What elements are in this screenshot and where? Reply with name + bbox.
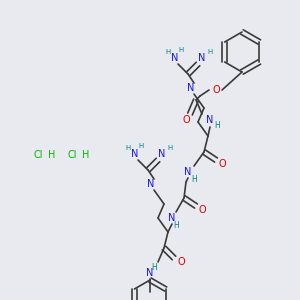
Text: H: H [165,49,171,55]
Text: N: N [184,167,192,177]
Text: H: H [48,150,56,160]
Text: H: H [138,143,144,149]
Text: H: H [191,176,197,184]
Text: O: O [198,205,206,215]
Text: N: N [206,115,214,125]
Text: Cl: Cl [33,150,43,160]
Text: H: H [82,150,90,160]
Text: N: N [168,213,176,223]
Text: N: N [146,268,154,278]
Text: N: N [147,179,155,189]
Text: O: O [218,159,226,169]
Text: N: N [171,53,179,63]
Text: H: H [173,221,179,230]
Text: N: N [131,149,139,159]
Text: H: H [214,122,220,130]
Text: N: N [187,83,195,93]
Text: Cl: Cl [67,150,77,160]
Text: H: H [167,145,172,151]
Text: O: O [182,115,190,125]
Text: N: N [198,53,206,63]
Text: N: N [158,149,166,159]
Text: H: H [151,263,157,272]
Text: H: H [207,49,213,55]
Text: H: H [125,145,130,151]
Text: O: O [177,257,185,267]
Text: H: H [178,47,184,53]
Text: O: O [212,85,220,95]
